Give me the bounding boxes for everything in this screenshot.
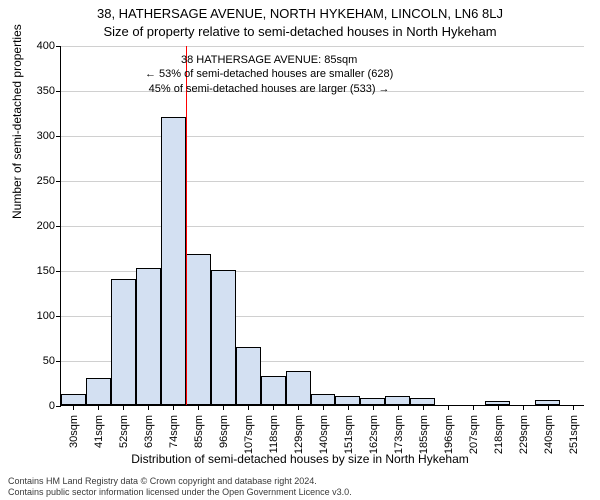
xtick-mark bbox=[373, 405, 374, 410]
xtick-mark bbox=[498, 405, 499, 410]
callout-line-1: 38 HATHERSAGE AVENUE: 85sqm bbox=[145, 53, 393, 67]
histogram-bar bbox=[360, 398, 385, 405]
x-axis-label: Distribution of semi-detached houses by … bbox=[0, 452, 600, 466]
xtick-mark bbox=[173, 405, 174, 410]
ytick-mark bbox=[56, 406, 61, 407]
histogram-bar bbox=[236, 347, 261, 406]
ytick-label: 0 bbox=[49, 400, 55, 412]
ytick-label: 400 bbox=[37, 40, 55, 52]
xtick-mark bbox=[223, 405, 224, 410]
xtick-mark bbox=[98, 405, 99, 410]
xtick-label: 129sqm bbox=[293, 415, 305, 454]
histogram-bar bbox=[111, 279, 136, 405]
xtick-mark bbox=[148, 405, 149, 410]
attribution-line-1: Contains HM Land Registry data © Crown c… bbox=[8, 476, 352, 487]
xtick-label: 240sqm bbox=[543, 415, 555, 454]
histogram-bar bbox=[385, 396, 410, 405]
xtick-mark bbox=[473, 405, 474, 410]
xtick-label: 41sqm bbox=[93, 415, 105, 448]
gridline bbox=[61, 136, 584, 137]
ytick-mark bbox=[56, 136, 61, 137]
xtick-label: 151sqm bbox=[343, 415, 355, 454]
histogram-bar bbox=[86, 378, 111, 405]
xtick-mark bbox=[73, 405, 74, 410]
xtick-mark bbox=[548, 405, 549, 410]
xtick-mark bbox=[523, 405, 524, 410]
ytick-mark bbox=[56, 226, 61, 227]
xtick-label: 96sqm bbox=[218, 415, 230, 448]
xtick-mark bbox=[298, 405, 299, 410]
ytick-mark bbox=[56, 46, 61, 47]
xtick-mark bbox=[398, 405, 399, 410]
histogram-bar bbox=[286, 371, 311, 405]
ytick-mark bbox=[56, 361, 61, 362]
ytick-mark bbox=[56, 181, 61, 182]
xtick-mark bbox=[448, 405, 449, 410]
chart-container: 38, HATHERSAGE AVENUE, NORTH HYKEHAM, LI… bbox=[0, 0, 600, 500]
histogram-bar bbox=[186, 254, 211, 405]
ytick-label: 350 bbox=[37, 85, 55, 97]
ytick-mark bbox=[56, 316, 61, 317]
histogram-bar bbox=[410, 398, 435, 405]
ytick-label: 200 bbox=[37, 220, 55, 232]
gridline bbox=[61, 46, 584, 47]
xtick-label: 52sqm bbox=[118, 415, 130, 448]
histogram-bar bbox=[335, 396, 360, 405]
ytick-label: 50 bbox=[43, 355, 55, 367]
histogram-bar bbox=[61, 394, 86, 405]
xtick-label: 185sqm bbox=[418, 415, 430, 454]
plot-area: 05010015020025030035040030sqm41sqm52sqm6… bbox=[60, 46, 584, 406]
xtick-label: 63sqm bbox=[143, 415, 155, 448]
xtick-label: 251sqm bbox=[568, 415, 580, 454]
xtick-mark bbox=[423, 405, 424, 410]
callout-line-3: 45% of semi-detached houses are larger (… bbox=[145, 82, 393, 96]
xtick-mark bbox=[198, 405, 199, 410]
xtick-label: 229sqm bbox=[518, 415, 530, 454]
gridline bbox=[61, 181, 584, 182]
callout-line-2: ← 53% of semi-detached houses are smalle… bbox=[145, 67, 393, 81]
ytick-label: 250 bbox=[37, 175, 55, 187]
chart-title-address: 38, HATHERSAGE AVENUE, NORTH HYKEHAM, LI… bbox=[0, 6, 600, 21]
xtick-mark bbox=[248, 405, 249, 410]
histogram-bar bbox=[261, 376, 286, 405]
xtick-label: 118sqm bbox=[268, 415, 280, 453]
histogram-bar bbox=[161, 117, 186, 405]
xtick-mark bbox=[273, 405, 274, 410]
xtick-mark bbox=[323, 405, 324, 410]
xtick-label: 207sqm bbox=[468, 415, 480, 454]
callout-annotation: 38 HATHERSAGE AVENUE: 85sqm ← 53% of sem… bbox=[145, 53, 393, 96]
attribution-line-2: Contains public sector information licen… bbox=[8, 487, 352, 498]
histogram-bar bbox=[136, 268, 161, 405]
y-axis-label: Number of semi-detached properties bbox=[10, 24, 24, 219]
chart-title-subtitle: Size of property relative to semi-detach… bbox=[0, 24, 600, 39]
xtick-mark bbox=[348, 405, 349, 410]
xtick-mark bbox=[123, 405, 124, 410]
ytick-label: 150 bbox=[37, 265, 55, 277]
xtick-label: 140sqm bbox=[318, 415, 330, 454]
ytick-label: 300 bbox=[37, 130, 55, 142]
xtick-label: 74sqm bbox=[168, 415, 180, 448]
xtick-label: 85sqm bbox=[193, 415, 205, 448]
ytick-mark bbox=[56, 91, 61, 92]
xtick-label: 107sqm bbox=[243, 415, 255, 454]
xtick-label: 196sqm bbox=[443, 415, 455, 454]
xtick-label: 30sqm bbox=[68, 415, 80, 448]
ytick-mark bbox=[56, 271, 61, 272]
xtick-label: 173sqm bbox=[393, 415, 405, 454]
xtick-label: 218sqm bbox=[493, 415, 505, 454]
histogram-bar bbox=[311, 394, 336, 405]
xtick-label: 162sqm bbox=[368, 415, 380, 454]
gridline bbox=[61, 226, 584, 227]
ytick-label: 100 bbox=[37, 310, 55, 322]
attribution-text: Contains HM Land Registry data © Crown c… bbox=[8, 476, 352, 499]
histogram-bar bbox=[211, 270, 236, 405]
xtick-mark bbox=[573, 405, 574, 410]
subject-property-marker bbox=[186, 46, 187, 405]
